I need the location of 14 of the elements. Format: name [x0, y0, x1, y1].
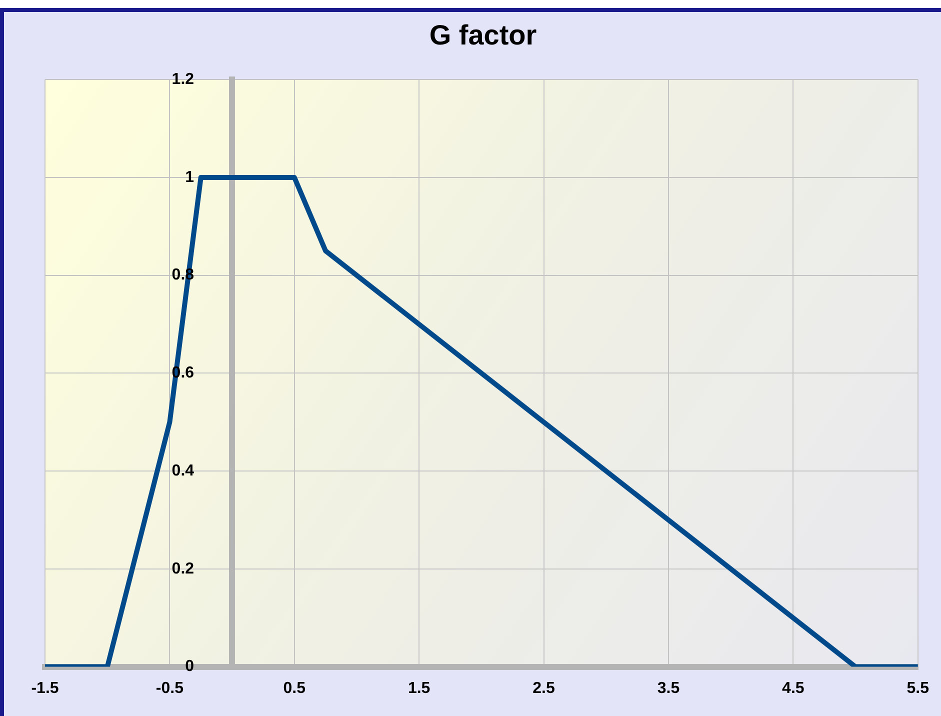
y-tick-label: 0.2 — [172, 560, 194, 578]
x-tick-label: -0.5 — [156, 680, 184, 697]
x-tick-label: -1.5 — [31, 680, 59, 697]
x-tick-label: 1.5 — [408, 680, 430, 697]
x-tick-label: 5.5 — [906, 680, 930, 697]
chart-title: G factor — [429, 20, 537, 51]
y-tick-label: 1.2 — [172, 71, 194, 88]
x-tick-label: 3.5 — [657, 680, 680, 697]
x-tick-label: 4.5 — [782, 680, 804, 697]
x-tick-label: 0.5 — [283, 680, 306, 697]
x-tick-label: 2.5 — [532, 680, 556, 697]
y-tick-label: 1 — [185, 168, 194, 186]
y-tick-label: 0.4 — [172, 462, 194, 480]
y-tick-label: 0 — [185, 658, 194, 676]
